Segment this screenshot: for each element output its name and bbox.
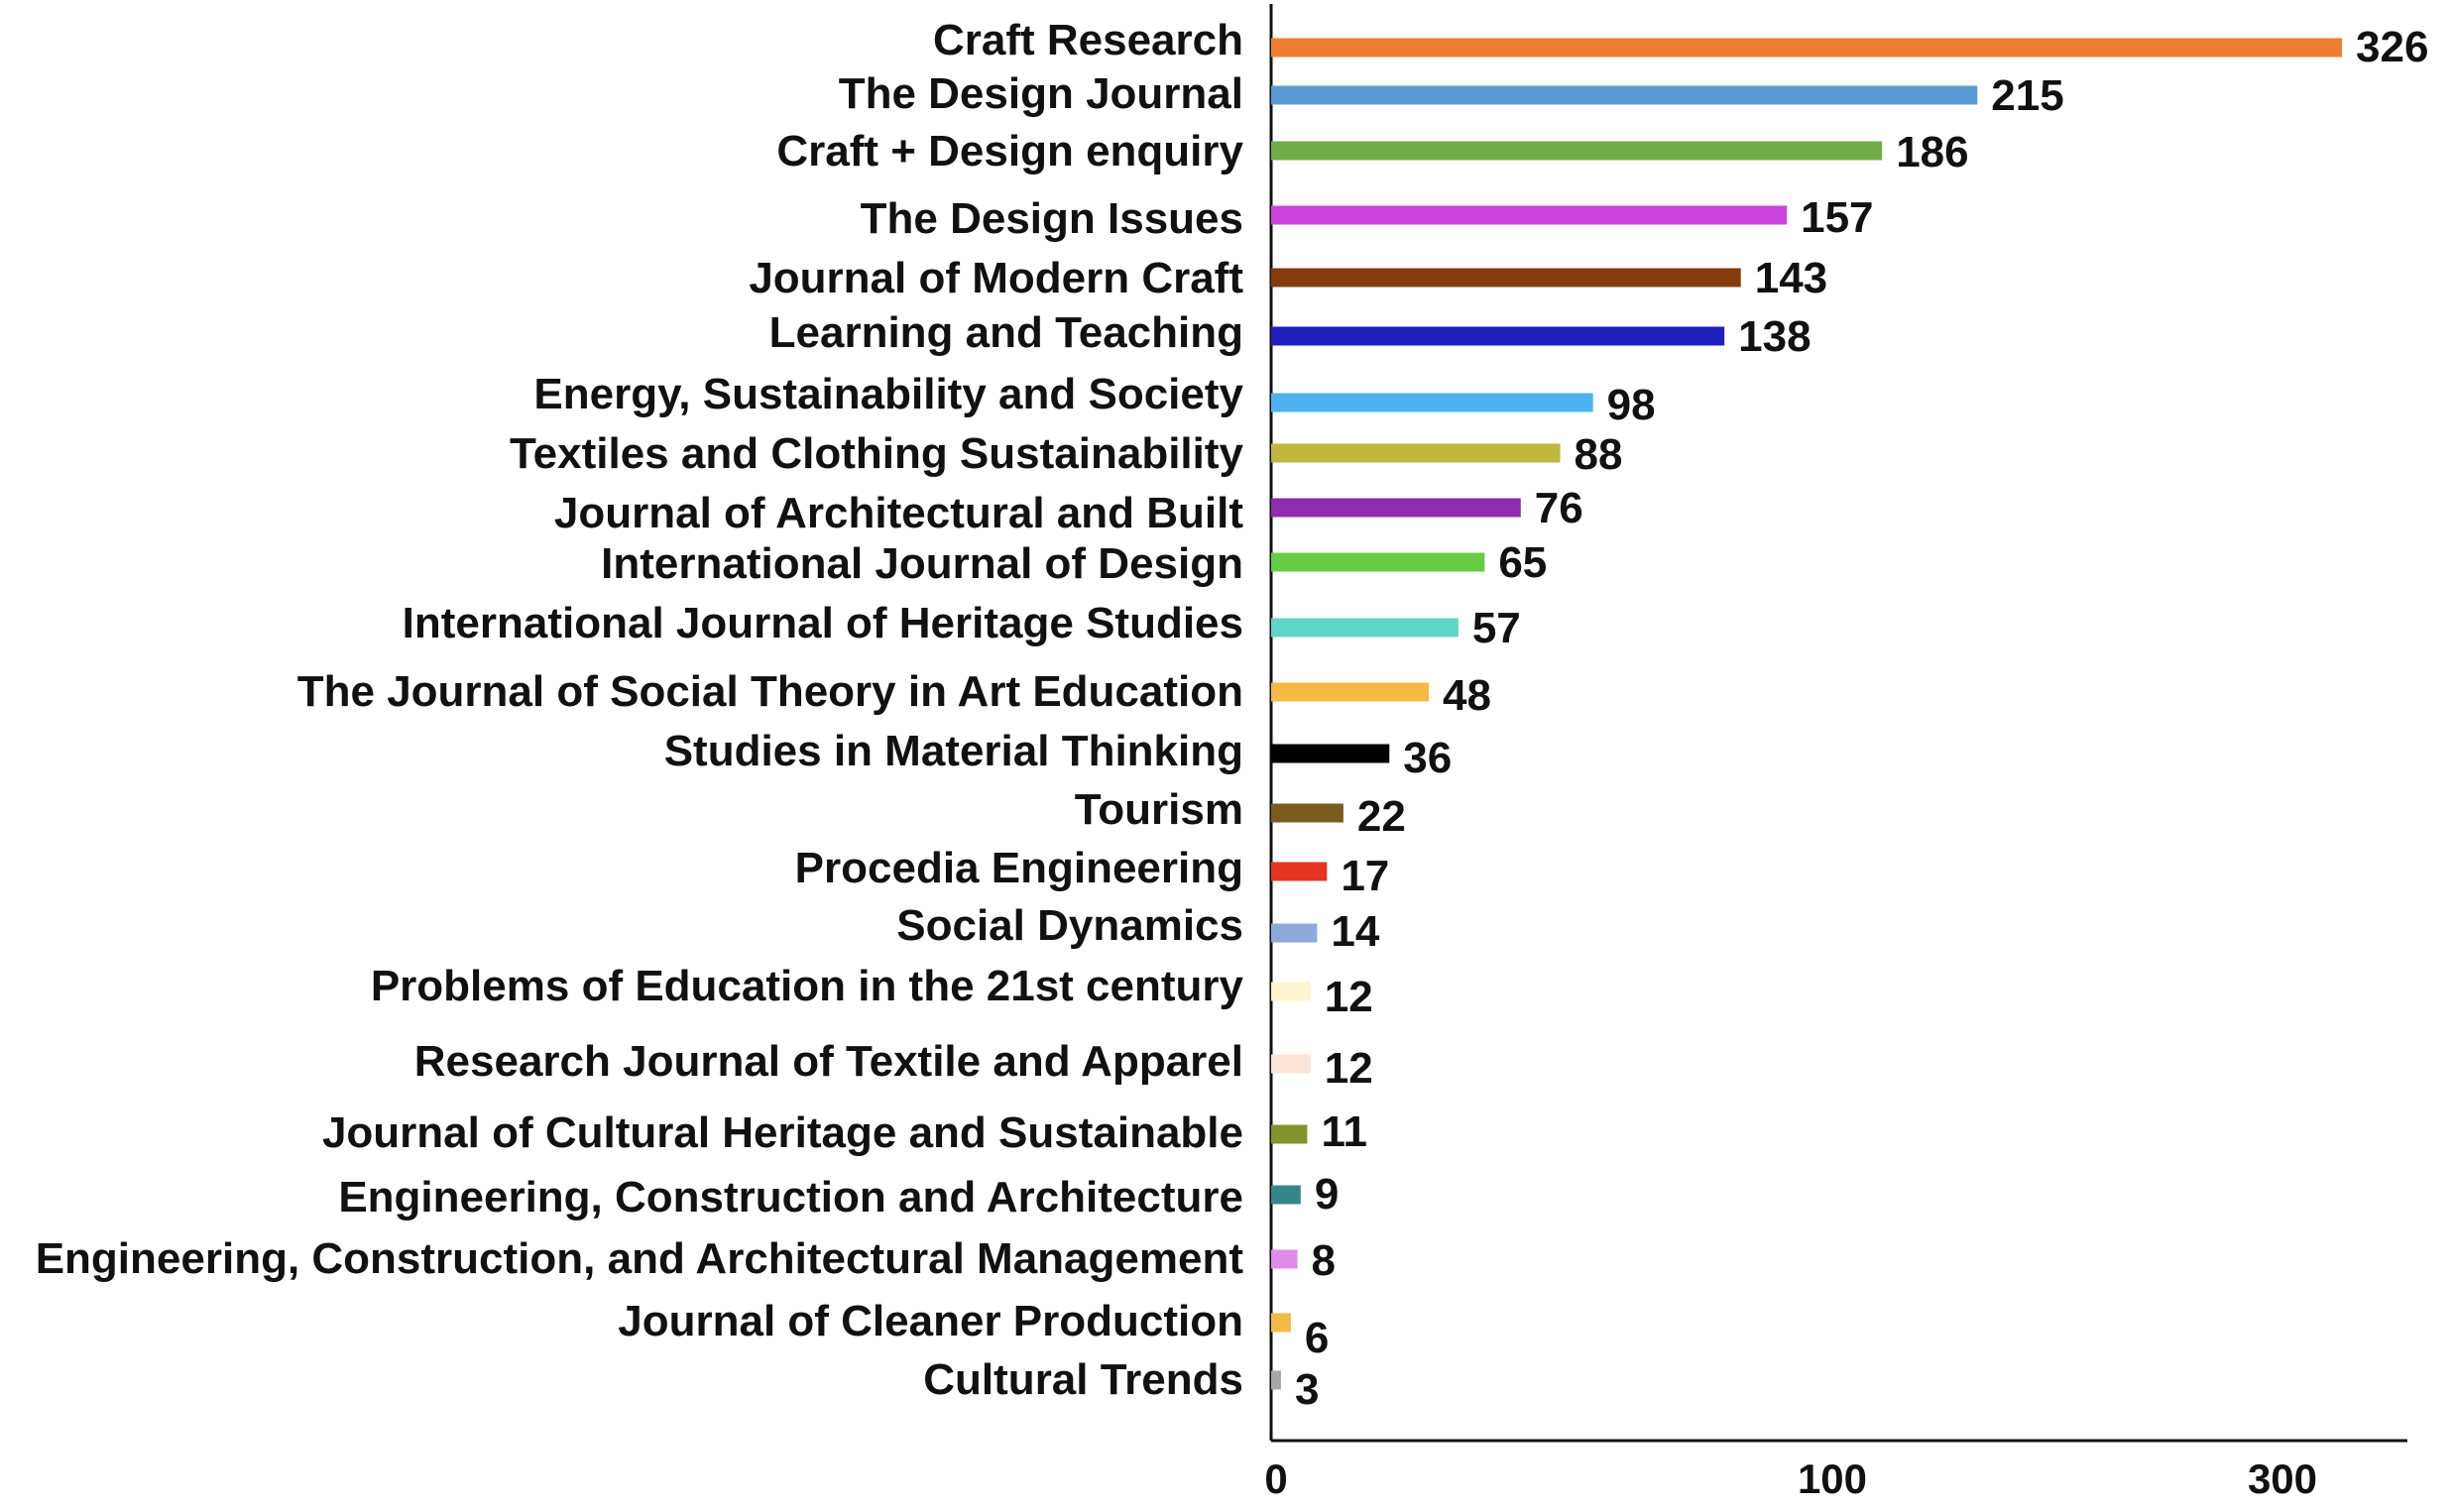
category-label: Procedia Engineering xyxy=(795,844,1243,892)
bar xyxy=(1271,552,1485,572)
category-label: Textiles and Clothing Sustainability xyxy=(510,429,1243,478)
category-label: International Journal of Heritage Studie… xyxy=(403,599,1243,647)
category-label: Craft Research xyxy=(933,16,1243,64)
bar xyxy=(1271,326,1725,346)
data-label: 9 xyxy=(1315,1170,1339,1219)
data-label: 57 xyxy=(1472,604,1521,652)
bar xyxy=(1271,982,1311,1001)
data-label: 76 xyxy=(1535,484,1583,532)
bar xyxy=(1271,862,1328,881)
category-label: Journal of Architectural and Built xyxy=(554,489,1243,537)
data-label: 65 xyxy=(1498,538,1547,587)
data-label: 12 xyxy=(1325,973,1373,1021)
category-label: The Design Journal xyxy=(839,69,1243,118)
category-label: Tourism xyxy=(1075,785,1243,834)
bar xyxy=(1271,1054,1311,1074)
bar xyxy=(1271,1370,1281,1390)
data-label: 14 xyxy=(1331,907,1379,956)
x-tick-label: 300 xyxy=(2248,1455,2317,1502)
category-label: Studies in Material Thinking xyxy=(664,727,1243,775)
bar xyxy=(1271,393,1593,412)
x-tick-label: 100 xyxy=(1798,1455,1867,1502)
bar xyxy=(1271,1313,1291,1333)
data-label: 12 xyxy=(1325,1044,1373,1093)
bar xyxy=(1271,1185,1301,1205)
category-label: Journal of Cultural Heritage and Sustain… xyxy=(322,1108,1243,1157)
data-label: 138 xyxy=(1738,312,1811,361)
category-label: Cultural Trends xyxy=(923,1355,1243,1404)
category-label: International Journal of Design xyxy=(601,539,1243,588)
data-label: 326 xyxy=(2356,23,2428,71)
data-label: 215 xyxy=(1991,71,2063,120)
data-label: 11 xyxy=(1321,1107,1367,1156)
data-label: 22 xyxy=(1357,792,1406,841)
data-label: 48 xyxy=(1443,671,1491,720)
category-label: Learning and Teaching xyxy=(769,308,1243,357)
bar xyxy=(1271,443,1561,463)
data-label: 36 xyxy=(1403,734,1452,782)
bar xyxy=(1271,1249,1298,1269)
bar xyxy=(1271,803,1344,823)
data-label: 98 xyxy=(1607,381,1656,429)
category-label: Journal of Cleaner Production xyxy=(618,1297,1243,1345)
category-label: Craft + Design enquiry xyxy=(776,127,1243,175)
category-label: Engineering, Construction, and Architect… xyxy=(36,1234,1244,1283)
data-label: 157 xyxy=(1801,193,1873,242)
category-label: Journal of Modern Craft xyxy=(749,254,1243,302)
bar xyxy=(1271,498,1521,518)
data-label: 186 xyxy=(1896,128,1968,176)
x-tick-label: 0 xyxy=(1264,1455,1287,1502)
data-label: 143 xyxy=(1755,254,1827,302)
data-label: 3 xyxy=(1295,1365,1319,1414)
bar xyxy=(1271,618,1459,638)
bar xyxy=(1271,268,1741,288)
bar xyxy=(1271,141,1883,161)
category-label: Engineering, Construction and Architectu… xyxy=(338,1173,1243,1221)
data-label: 8 xyxy=(1312,1236,1336,1285)
bar xyxy=(1271,744,1390,763)
data-label: 88 xyxy=(1575,430,1623,479)
data-label: 17 xyxy=(1341,852,1389,900)
category-label: The Journal of Social Theory in Art Educ… xyxy=(297,667,1243,716)
category-label: Research Journal of Textile and Apparel xyxy=(414,1037,1243,1086)
bar xyxy=(1271,205,1788,225)
bar xyxy=(1271,1124,1308,1144)
category-label: Energy, Sustainability and Society xyxy=(533,370,1243,418)
data-label: 6 xyxy=(1305,1314,1329,1362)
category-label: Problems of Education in the 21st centur… xyxy=(371,962,1244,1010)
bar xyxy=(1271,682,1430,702)
bar xyxy=(1271,923,1318,943)
bar xyxy=(1271,38,2342,58)
category-label: Social Dynamics xyxy=(896,901,1243,950)
category-label: The Design Issues xyxy=(861,194,1243,243)
bar xyxy=(1271,85,1978,105)
